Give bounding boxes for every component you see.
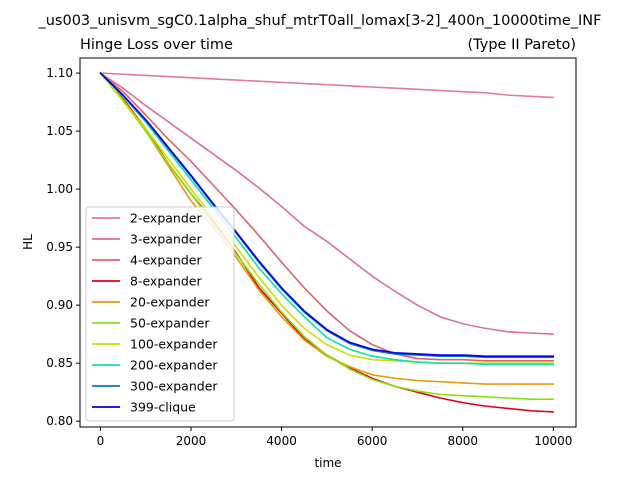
series-line-3-expander	[99, 72, 555, 335]
legend-label: 8-expander	[130, 274, 202, 289]
legend-label: 200-expander	[130, 358, 218, 373]
legend-item: 20-expander	[92, 295, 210, 310]
y-tick-label: 0.90	[46, 298, 73, 312]
legend-item: 200-expander	[92, 358, 218, 373]
y-axis-label: HL	[21, 234, 35, 250]
legend-label: 2-expander	[130, 211, 202, 226]
series-line-200-expander	[99, 72, 555, 366]
x-tick-label: 10000	[534, 434, 572, 448]
x-tick-label: 0	[97, 434, 105, 448]
y-tick-label: 0.95	[46, 240, 73, 254]
x-tick-label: 6000	[357, 434, 388, 448]
y-tick-label: 1.00	[46, 182, 73, 196]
legend-item: 399-clique	[92, 400, 196, 415]
legend: 2-expander 3-expander 4-expander 8-expander…	[85, 206, 235, 422]
legend-item: 300-expander	[92, 379, 218, 394]
legend-label: 50-expander	[130, 316, 210, 331]
legend-item: 2-expander	[92, 211, 202, 226]
y-tick-label: 1.05	[46, 124, 73, 138]
legend-label: 3-expander	[130, 232, 202, 247]
series-line-4-expander	[99, 72, 555, 362]
legend-item: 4-expander	[92, 253, 202, 268]
legend-item: 50-expander	[92, 316, 210, 331]
y-axis-ticks: 0.80 0.85 0.90 0.95 1.00 1.05 1.10	[46, 66, 80, 428]
series-line-50-expander	[99, 72, 555, 400]
legend-item: 100-expander	[92, 337, 218, 352]
x-tick-label: 4000	[266, 434, 297, 448]
chart-title-right: (Type II Pareto)	[468, 37, 577, 53]
y-tick-label: 0.80	[46, 414, 73, 428]
series-line-399-clique	[99, 72, 555, 358]
legend-items: 2-expander 3-expander 4-expander 8-expander…	[92, 211, 218, 415]
legend-item: 3-expander	[92, 232, 202, 247]
series-line-2-expander	[99, 72, 555, 99]
legend-label: 399-clique	[130, 400, 196, 415]
y-tick-label: 1.10	[46, 66, 73, 80]
x-tick-label: 8000	[447, 434, 478, 448]
legend-label: 20-expander	[130, 295, 210, 310]
series-lines	[99, 72, 555, 413]
x-axis-ticks: 0 2000 4000 6000 8000 10000	[97, 427, 572, 448]
legend-box	[85, 206, 235, 422]
figure-suptitle: _us003_unisvm_sgC0.1alpha_shuf_mtrT0all_…	[37, 13, 601, 29]
plot-frame	[79, 57, 577, 428]
chart-title-left: Hinge Loss over time	[80, 37, 233, 53]
legend-item: 8-expander	[92, 274, 202, 289]
legend-label: 300-expander	[130, 379, 218, 394]
x-tick-label: 2000	[176, 434, 207, 448]
x-axis-label: time	[314, 456, 341, 470]
y-tick-label: 0.85	[46, 356, 73, 370]
legend-label: 100-expander	[130, 337, 218, 352]
series-line-20-expander	[99, 72, 555, 385]
legend-label: 4-expander	[130, 253, 202, 268]
